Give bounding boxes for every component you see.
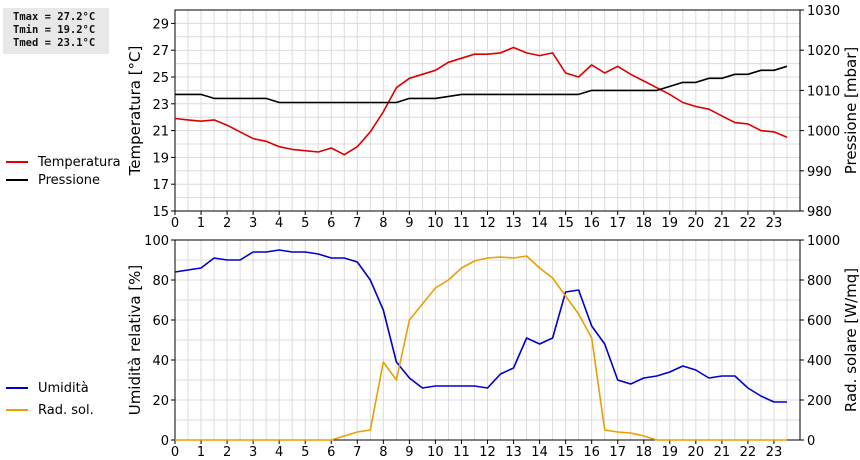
series-line-temp-1 bbox=[175, 65, 788, 104]
y2-tick-label: 1000 bbox=[807, 234, 840, 249]
x-tick-label: 22 bbox=[740, 445, 757, 460]
y2-tick-label: 980 bbox=[807, 205, 832, 220]
y-axis-label: Umidità relativa [%] bbox=[126, 265, 144, 416]
x-tick-label: 17 bbox=[609, 216, 626, 231]
x-tick-label: 11 bbox=[453, 216, 470, 231]
y-tick-label: 19 bbox=[152, 151, 169, 166]
x-tick-label: 9 bbox=[405, 445, 413, 460]
x-tick-label: 20 bbox=[688, 216, 705, 231]
y-tick-label: 40 bbox=[152, 354, 169, 369]
series-line-hum-0 bbox=[174, 249, 787, 403]
legend-label: Umidità bbox=[38, 381, 89, 396]
legend-label: Pressione bbox=[38, 173, 100, 188]
x-tick-label: 1 bbox=[197, 445, 205, 460]
x-tick-label: 10 bbox=[427, 216, 444, 231]
x-tick-label: 14 bbox=[531, 445, 548, 460]
x-tick-label: 4 bbox=[275, 216, 283, 231]
x-tick-label: 17 bbox=[609, 445, 626, 460]
y2-tick-label: 200 bbox=[807, 394, 832, 409]
x-tick-label: 7 bbox=[353, 216, 361, 231]
x-tick-label: 21 bbox=[714, 216, 731, 231]
x-tick-label: 19 bbox=[662, 216, 679, 231]
x-tick-label: 8 bbox=[379, 216, 387, 231]
series-line-hum-1 bbox=[175, 255, 787, 441]
x-tick-label: 8 bbox=[379, 445, 387, 460]
x-tick-label: 0 bbox=[171, 445, 179, 460]
x-tick-label: 21 bbox=[714, 445, 731, 460]
x-tick-label: 16 bbox=[583, 445, 600, 460]
x-tick-label: 13 bbox=[505, 216, 522, 231]
y2-tick-label: 1020 bbox=[807, 44, 840, 59]
x-tick-label: 7 bbox=[353, 445, 361, 460]
x-tick-label: 12 bbox=[479, 216, 496, 231]
y-tick-label: 0 bbox=[161, 434, 169, 449]
y-tick-label: 17 bbox=[152, 178, 169, 193]
x-tick-label: 2 bbox=[223, 216, 231, 231]
tmed-stat: Tmed = 23.1°C bbox=[13, 37, 96, 49]
tmin-stat: Tmin = 19.2°C bbox=[13, 24, 96, 36]
x-tick-label: 10 bbox=[427, 445, 444, 460]
x-tick-label: 23 bbox=[766, 216, 783, 231]
y-tick-label: 27 bbox=[152, 44, 169, 59]
y2-tick-label: 1000 bbox=[807, 125, 840, 140]
y-tick-label: 60 bbox=[152, 314, 169, 329]
x-tick-label: 19 bbox=[662, 445, 679, 460]
x-tick-label: 15 bbox=[557, 445, 574, 460]
y-tick-label: 15 bbox=[152, 205, 169, 220]
y2-axis-label: Rad. solare [W/mq] bbox=[842, 268, 860, 412]
x-tick-label: 15 bbox=[557, 216, 574, 231]
y-axis-label: Temperatura [°C] bbox=[126, 46, 144, 177]
y2-tick-label: 0 bbox=[807, 434, 815, 449]
x-tick-label: 22 bbox=[740, 216, 757, 231]
x-tick-label: 1 bbox=[197, 216, 205, 231]
x-tick-label: 18 bbox=[635, 445, 652, 460]
y-tick-label: 29 bbox=[152, 17, 169, 32]
y-tick-label: 100 bbox=[144, 234, 169, 249]
y2-tick-label: 990 bbox=[807, 165, 832, 180]
x-tick-label: 3 bbox=[249, 445, 257, 460]
x-tick-label: 20 bbox=[688, 445, 705, 460]
y-tick-label: 23 bbox=[152, 98, 169, 113]
y2-tick-label: 1030 bbox=[807, 4, 840, 19]
y-tick-label: 25 bbox=[152, 71, 169, 86]
legend-label: Rad. sol. bbox=[38, 403, 94, 418]
y2-tick-label: 600 bbox=[807, 314, 832, 329]
y-tick-label: 20 bbox=[152, 394, 169, 409]
y-tick-label: 21 bbox=[152, 125, 169, 140]
x-tick-label: 5 bbox=[301, 216, 309, 231]
series-line-temp-0 bbox=[174, 46, 788, 156]
x-tick-label: 18 bbox=[635, 216, 652, 231]
y2-tick-label: 800 bbox=[807, 274, 832, 289]
x-tick-label: 2 bbox=[223, 445, 231, 460]
x-tick-label: 9 bbox=[405, 216, 413, 231]
stats-box: Tmax = 27.2°C Tmin = 19.2°C Tmed = 23.1°… bbox=[3, 8, 109, 54]
x-tick-label: 3 bbox=[249, 216, 257, 231]
x-tick-label: 6 bbox=[327, 445, 335, 460]
x-tick-label: 6 bbox=[327, 216, 335, 231]
x-tick-label: 11 bbox=[453, 445, 470, 460]
tmax-stat: Tmax = 27.2°C bbox=[13, 11, 96, 23]
x-tick-label: 4 bbox=[275, 445, 283, 460]
y2-axis-label: Pressione [mbar] bbox=[842, 47, 860, 175]
x-tick-label: 23 bbox=[766, 445, 783, 460]
x-tick-label: 14 bbox=[531, 216, 548, 231]
legend-label: Temperatura bbox=[37, 155, 121, 170]
x-tick-label: 0 bbox=[171, 216, 179, 231]
x-tick-label: 16 bbox=[583, 216, 600, 231]
x-tick-label: 5 bbox=[301, 445, 309, 460]
x-tick-label: 12 bbox=[479, 445, 496, 460]
y2-tick-label: 1010 bbox=[807, 84, 840, 99]
x-tick-label: 13 bbox=[505, 445, 522, 460]
y-tick-label: 80 bbox=[152, 274, 169, 289]
y2-tick-label: 400 bbox=[807, 354, 832, 369]
